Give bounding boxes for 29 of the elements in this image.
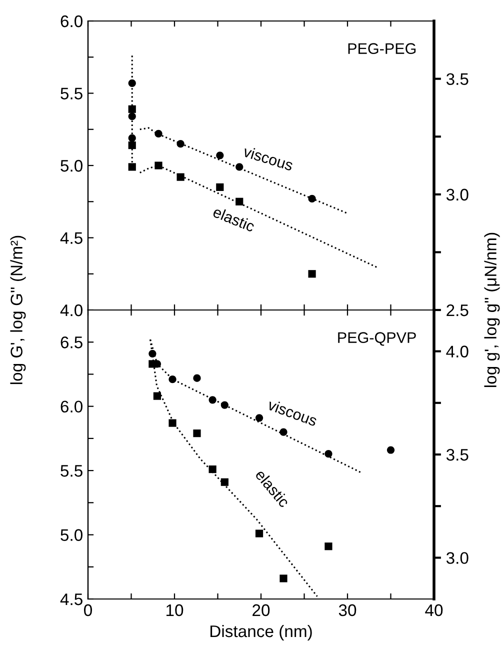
- y2-axis-title: log g', log g'' (μN/nm): [484, 232, 500, 387]
- y-tick-label: 4.5: [60, 232, 82, 244]
- x-axis-title: Distance (nm): [210, 624, 312, 640]
- y2-tick-label: 4.0: [446, 346, 468, 358]
- y-tick-label: 6.0: [60, 15, 82, 28]
- x-tick-label: 0: [84, 604, 92, 616]
- y-tick-label: 6.5: [60, 336, 82, 348]
- annotation: PEG-QPVP: [338, 332, 416, 346]
- annotation: elastic: [212, 206, 256, 232]
- y-tick-label: 5.5: [60, 465, 82, 477]
- y-tick-label: 5.0: [60, 160, 82, 172]
- x-tick-label: 10: [166, 604, 184, 616]
- annotation: viscous: [242, 145, 294, 171]
- y-tick-label: 5.5: [60, 88, 82, 100]
- y-tick-label: 6.0: [60, 400, 82, 413]
- annotation: PEG-PEG: [348, 43, 416, 54]
- x-tick-label: 30: [338, 604, 356, 616]
- annotation: viscous: [266, 398, 318, 426]
- x-tick-label: 20: [252, 604, 270, 616]
- y2-tick-label: 3.0: [446, 188, 468, 201]
- y2-tick-label: 2.5: [446, 304, 468, 316]
- y2-tick-label: 3.5: [446, 73, 468, 86]
- y2-tick-label: 3.5: [446, 448, 468, 461]
- x-tick-label: 40: [425, 604, 443, 616]
- y-axis-title: log G', log G'' (N/m²): [10, 236, 26, 384]
- y-tick-label: 4.0: [60, 304, 82, 316]
- y-tick-label: 4.5: [60, 594, 82, 606]
- y-tick-label: 5.0: [60, 529, 82, 541]
- y2-tick-label: 3.0: [446, 552, 468, 564]
